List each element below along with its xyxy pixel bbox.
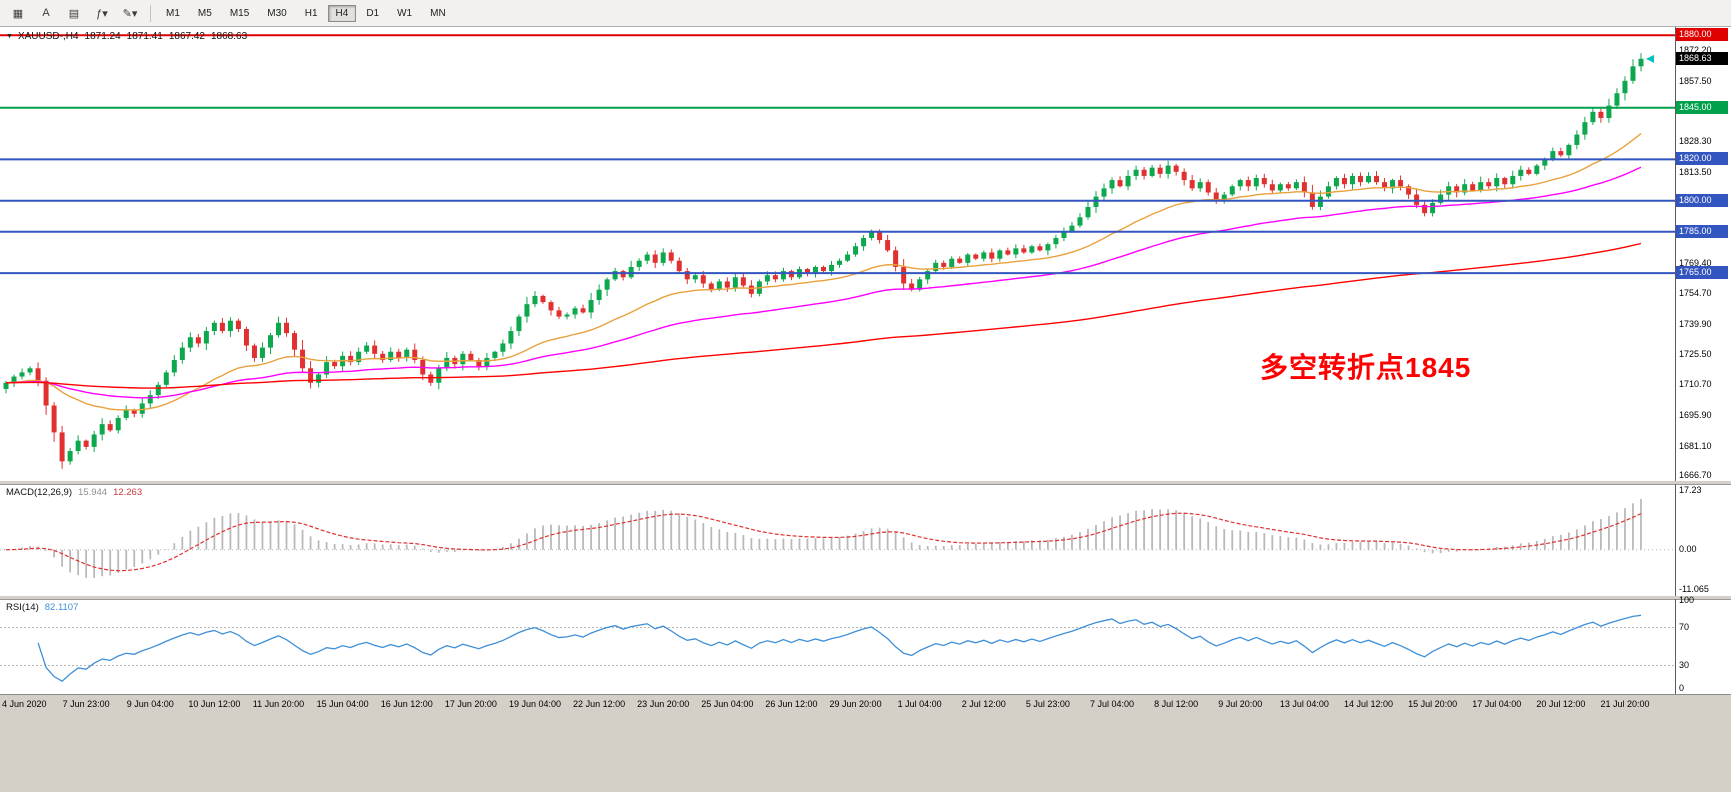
- price-axis-tick: 1769.40: [1679, 258, 1712, 269]
- price-axis-tick: 1813.50: [1679, 166, 1712, 177]
- time-axis-divider: [0, 694, 1731, 695]
- price-line-label: 1765.00: [1676, 266, 1728, 280]
- time-axis-label: 21 Jul 20:00: [1600, 699, 1650, 709]
- chart-symbol-period: XAUUSD-,H4: [17, 31, 79, 42]
- time-axis-label: 29 Jun 20:00: [829, 699, 882, 709]
- timeframe-button-m30[interactable]: M30: [267, 7, 287, 19]
- rsi-axis-label: 70: [1679, 621, 1690, 632]
- time-axis-label: 4 Jun 2020: [2, 699, 47, 709]
- ohlc-low: 1867.42: [168, 31, 205, 42]
- timeframe-button-h1[interactable]: H1: [304, 7, 318, 19]
- time-axis-label: 9 Jun 04:00: [126, 699, 174, 709]
- time-axis-label: 13 Jul 04:00: [1279, 699, 1329, 709]
- chart-collapse-icon[interactable]: ▼: [6, 33, 13, 40]
- time-axis-label: 10 Jun 12:00: [188, 699, 241, 709]
- macd-name: MACD(12,26,9): [6, 487, 72, 498]
- timeframe-button-mn[interactable]: MN: [430, 7, 446, 19]
- toolbar-icons: ▦ A ▤ ƒ▾ ✎▾: [0, 3, 144, 23]
- macd-indicator-label: MACD(12,26,9) 15.944 12.263: [6, 487, 142, 498]
- time-axis-label: 9 Jul 20:00: [1218, 699, 1263, 709]
- time-axis-label: 16 Jun 12:00: [380, 699, 433, 709]
- price-axis-tick: 1725.50: [1679, 348, 1712, 359]
- timeframe-toolbar: M1 M5 M15 M30 H1 H4 D1 W1 MN: [157, 4, 455, 22]
- price-line-label: 1880.00: [1676, 28, 1728, 42]
- panel-splitter[interactable]: [0, 596, 1731, 599]
- time-axis-label: 25 Jun 04:00: [701, 699, 754, 709]
- time-axis-label: 1 Jul 04:00: [897, 699, 942, 709]
- time-axis-label: 7 Jun 23:00: [62, 699, 110, 709]
- timeframe-button-w1[interactable]: W1: [397, 7, 413, 19]
- price-line-label: 1845.00: [1676, 100, 1728, 114]
- price-axis-tick: 1754.70: [1679, 288, 1712, 299]
- timeframe-button-h4[interactable]: H4: [327, 4, 357, 22]
- macd-value-signal: 12.263: [113, 487, 143, 498]
- rsi-axis-label: 100: [1679, 595, 1695, 605]
- macd-value-main: 15.944: [78, 487, 108, 498]
- macd-axis-label: -11.065: [1679, 583, 1709, 594]
- time-axis-label: 22 Jun 12:00: [573, 699, 626, 709]
- price-axis-tick: 1681.10: [1679, 440, 1712, 451]
- draw-tools-dropdown-icon[interactable]: ✎▾: [122, 7, 138, 20]
- text-tool-icon[interactable]: A: [42, 7, 50, 19]
- time-axis-label: 17 Jun 20:00: [444, 699, 497, 709]
- rsi-panel[interactable]: [0, 599, 1731, 695]
- rsi-axis-label: 30: [1679, 659, 1690, 670]
- ohlc-open: 1871.24: [84, 31, 121, 42]
- rsi-value: 82.1107: [44, 602, 79, 613]
- ohlc-high: 1871.41: [126, 31, 163, 42]
- indicators-dropdown-icon[interactable]: ƒ▾: [96, 7, 108, 20]
- time-axis-label: 14 Jul 12:00: [1343, 699, 1394, 709]
- timeframe-button-m15[interactable]: M15: [229, 7, 250, 19]
- price-line-label: 1820.00: [1676, 152, 1728, 166]
- time-axis-label: 15 Jul 20:00: [1408, 699, 1458, 709]
- price-axis-tick: 1857.50: [1679, 75, 1712, 86]
- panel-splitter[interactable]: [0, 481, 1731, 484]
- chart-menu-icon[interactable]: ▦: [12, 7, 24, 20]
- price-line-label: 1868.63: [1676, 51, 1728, 65]
- time-axis-label: 11 Jun 20:00: [252, 699, 305, 709]
- rsi-name: RSI(14): [6, 602, 39, 613]
- time-axis-label: 15 Jun 04:00: [316, 699, 369, 709]
- time-axis-label: 7 Jul 04:00: [1089, 699, 1135, 709]
- time-axis-label: 26 Jun 12:00: [765, 699, 818, 709]
- time-axis-label: 20 Jul 12:00: [1536, 699, 1586, 709]
- timeframe-button-d1[interactable]: D1: [366, 7, 380, 19]
- time-axis-label: 23 Jun 20:00: [637, 699, 690, 709]
- price-line-label: 1785.00: [1676, 224, 1728, 238]
- macd-axis-label: 0.00: [1679, 543, 1697, 554]
- time-axis-label: 19 Jun 04:00: [508, 699, 561, 709]
- price-line-label: 1800.00: [1676, 193, 1728, 207]
- time-axis-label: 17 Jul 04:00: [1472, 699, 1522, 709]
- timeframe-button-m1[interactable]: M1: [166, 7, 180, 19]
- macd-panel[interactable]: [0, 484, 1731, 597]
- price-axis-tick: 1872.20: [1679, 45, 1712, 56]
- time-axis-label: 2 Jul 12:00: [961, 699, 1006, 709]
- timeframe-button-m5[interactable]: M5: [197, 7, 212, 19]
- template-icon[interactable]: ▤: [68, 7, 80, 20]
- price-axis-tick: 1666.70: [1679, 470, 1712, 481]
- ohlc-close: 1868.63: [210, 31, 248, 42]
- price-axis-tick: 1710.70: [1679, 379, 1712, 390]
- toolbar-separator: [150, 4, 151, 22]
- price-axis-tick: 1739.90: [1679, 319, 1712, 330]
- time-axis-label: 5 Jul 23:00: [1025, 699, 1070, 709]
- time-axis-label: 8 Jul 12:00: [1154, 699, 1199, 709]
- chart-header: ▼ XAUUSD-,H4 1871.24 1871.41 1867.42 186…: [6, 31, 247, 42]
- annotation-text[interactable]: 多空转折点1845: [1260, 352, 1472, 383]
- rsi-indicator-label: RSI(14) 82.1107: [6, 602, 78, 613]
- price-axis-tick: 1695.90: [1679, 410, 1712, 421]
- rsi-axis-label: 0: [1679, 683, 1685, 693]
- price-axis-tick: 1828.30: [1679, 136, 1712, 147]
- macd-axis-label: 17.23: [1679, 485, 1702, 495]
- toolbar: ▦ A ▤ ƒ▾ ✎▾ M1 M5 M15 M30 H1 H4 D1 W1 MN: [0, 0, 1731, 27]
- main-chart-panel[interactable]: [0, 26, 1731, 482]
